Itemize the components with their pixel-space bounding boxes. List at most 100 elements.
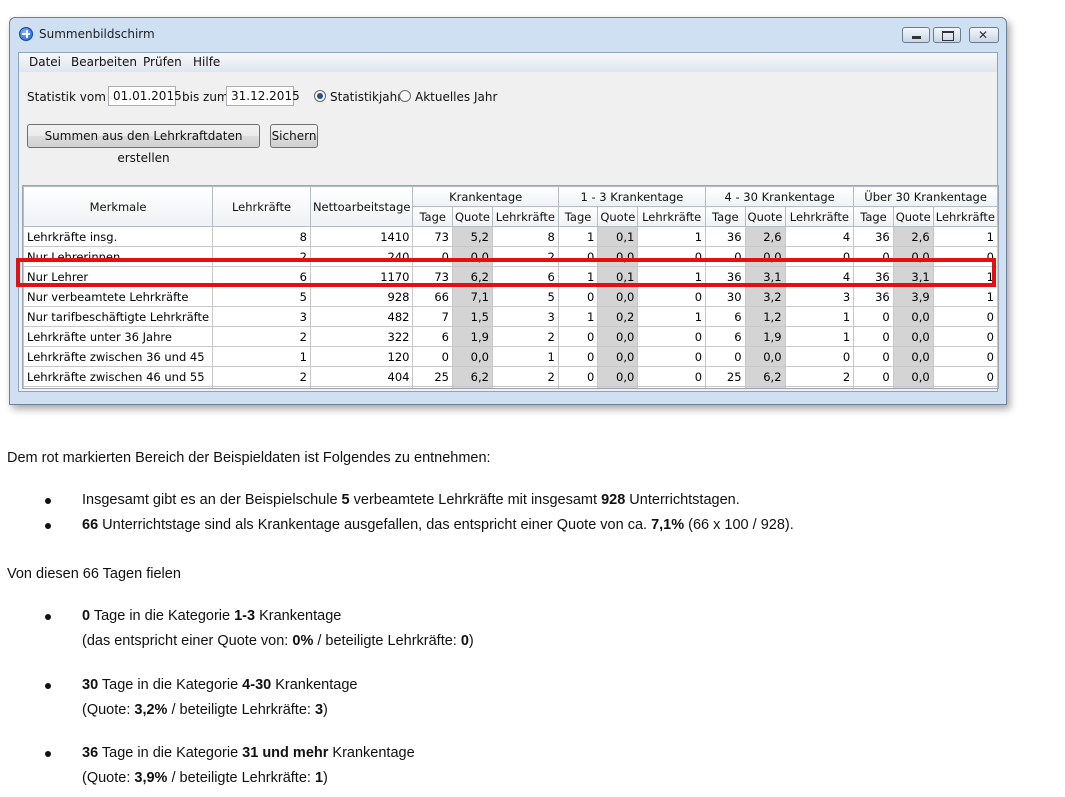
cell-lehrkraefte[interactable]: 3 [212,386,311,388]
cell-tage[interactable]: 36 [853,226,894,247]
cell-lehrkraefte-count[interactable]: 1 [784,306,855,327]
cell-lehrkraefte-count[interactable]: 4 [784,226,855,247]
cell-tage[interactable]: 6 [705,326,746,347]
cell-lehrkraefte-count[interactable]: 1 [932,386,998,388]
cell-quote[interactable]: 0,0 [892,366,934,387]
cell-tage[interactable]: 0 [853,246,894,267]
subheader-lehrkraefte[interactable]: Lehrkräfte [637,206,707,227]
cell-lehrkraefte-count[interactable]: 5 [491,286,559,307]
cell-quote[interactable]: 0,0 [597,286,639,307]
table-row[interactable]: Nur Lehrerinnen 2 240 0 0,0 2 0 0,0 0 0 0,0 0 0 0,0 0 [23,246,998,267]
cell-merkmal[interactable]: Lehrkräfte zwischen 46 und 55 [23,366,214,387]
cell-lehrkraefte-count[interactable]: 0 [637,346,707,367]
cell-lehrkraefte-count[interactable]: 1 [637,226,707,247]
cell-tage[interactable]: 0 [853,326,894,347]
cell-tage[interactable]: 6 [412,326,453,347]
cell-lehrkraefte-count[interactable]: 2 [491,326,559,347]
cell-lehrkraefte-count[interactable]: 0 [932,246,998,267]
cell-nettoarbeitstage[interactable]: 120 [309,346,414,367]
radio-statistikjahr-label[interactable]: Statistikjahr [330,90,403,104]
cell-lehrkraefte-count[interactable]: 8 [491,226,559,247]
cell-quote[interactable]: 2,6 [892,226,934,247]
cell-lehrkraefte-count[interactable]: 0 [932,366,998,387]
subheader-tage[interactable]: Tage [853,206,894,227]
cell-merkmal[interactable]: Lehrkräfte über 55 Jahre [23,386,214,388]
cell-tage[interactable]: 36 [705,226,746,247]
cell-quote[interactable]: 0,0 [451,346,493,367]
cell-nettoarbeitstage[interactable]: 928 [309,286,414,307]
cell-nettoarbeitstage[interactable]: 564 [309,386,414,388]
menu-hilfe[interactable]: Hilfe [193,55,221,69]
cell-lehrkraefte-count[interactable]: 1 [637,266,707,287]
menu-bearbeiten[interactable]: Bearbeiten [71,55,137,69]
cell-quote[interactable]: 0,0 [597,246,639,267]
cell-quote[interactable]: 0,2 [597,386,639,388]
cell-tage[interactable]: 0 [705,346,746,367]
table-row[interactable]: Lehrkräfte unter 36 Jahre 2 322 6 1,9 2 0 0,0 0 6… [23,326,998,347]
cell-tage[interactable]: 7 [412,306,453,327]
cell-quote[interactable]: 0,9 [744,386,786,388]
minimize-button[interactable] [902,27,930,43]
subheader-quote[interactable]: Quote [451,206,493,227]
cell-quote[interactable]: 0,0 [597,346,639,367]
header-nettoarbeitstage[interactable]: Nettoarbeitstage [309,186,414,227]
subheader-quote[interactable]: Quote [892,206,934,227]
cell-tage[interactable]: 30 [705,286,746,307]
cell-tage[interactable]: 42 [412,386,453,388]
cell-quote[interactable]: 1,9 [451,326,493,347]
cell-tage[interactable]: 6 [705,306,746,327]
cell-lehrkraefte[interactable]: 2 [212,366,311,387]
cell-tage[interactable]: 1 [557,386,599,388]
cell-merkmal[interactable]: Nur Lehrer [23,266,214,287]
cell-lehrkraefte-count[interactable]: 1 [932,286,998,307]
cell-quote[interactable]: 0,2 [597,306,639,327]
table-row[interactable]: Nur verbeamtete Lehrkräfte 5 928 66 7,1 5 0 0,0… [23,286,998,307]
cell-merkmal[interactable]: Lehrkräfte zwischen 36 und 45 [23,346,214,367]
cell-quote[interactable]: 2,6 [744,226,786,247]
cell-quote[interactable]: 0,1 [597,266,639,287]
cell-lehrkraefte-count[interactable]: 0 [932,326,998,347]
cell-lehrkraefte-count[interactable]: 0 [932,306,998,327]
cell-quote[interactable]: 0,0 [892,306,934,327]
cell-quote[interactable]: 0,0 [597,326,639,347]
cell-lehrkraefte-count[interactable]: 0 [637,366,707,387]
cell-lehrkraefte-count[interactable]: 4 [784,266,855,287]
cell-tage[interactable]: 36 [705,266,746,287]
subheader-lehrkraefte[interactable]: Lehrkräfte [784,206,855,227]
cell-lehrkraefte-count[interactable]: 1 [637,306,707,327]
cell-merkmal[interactable]: Lehrkräfte insg. [23,226,214,247]
cell-quote[interactable]: 0,1 [597,226,639,247]
cell-tage[interactable]: 0 [853,346,894,367]
cell-quote[interactable]: 6,2 [451,266,493,287]
cell-tage[interactable]: 36 [853,286,894,307]
cell-nettoarbeitstage[interactable]: 1170 [309,266,414,287]
cell-tage[interactable]: 0 [557,366,599,387]
cell-lehrkraefte-count[interactable]: 0 [784,346,855,367]
cell-quote[interactable]: 1,2 [744,306,786,327]
to-date-input[interactable]: 31.12.2015 [226,86,300,106]
cell-lehrkraefte-count[interactable]: 1 [491,346,559,367]
cell-quote[interactable]: 0,0 [892,326,934,347]
cell-quote[interactable]: 3,1 [744,266,786,287]
cell-lehrkraefte-count[interactable]: 0 [637,286,707,307]
cell-lehrkraefte-count[interactable]: 1 [932,266,998,287]
cell-lehrkraefte[interactable]: 2 [212,246,311,267]
cell-lehrkraefte[interactable]: 1 [212,346,311,367]
cell-quote[interactable]: 6,2 [744,366,786,387]
cell-lehrkraefte-count[interactable]: 1 [784,326,855,347]
cell-tage[interactable]: 25 [412,366,453,387]
cell-quote[interactable]: 0,0 [744,346,786,367]
cell-nettoarbeitstage[interactable]: 404 [309,366,414,387]
cell-quote[interactable]: 0,0 [451,246,493,267]
cell-quote[interactable]: 7,4 [451,386,493,388]
cell-lehrkraefte-count[interactable]: 1 [932,226,998,247]
title-bar[interactable]: Summenbildschirm ✕ [10,18,1006,52]
header-lehrkraefte[interactable]: Lehrkräfte [212,186,311,227]
cell-nettoarbeitstage[interactable]: 1410 [309,226,414,247]
cell-lehrkraefte-count[interactable]: 1 [784,386,855,388]
cell-lehrkraefte-count[interactable]: 2 [491,246,559,267]
cell-tage[interactable]: 0 [557,286,599,307]
subheader-tage[interactable]: Tage [412,206,453,227]
cell-quote[interactable]: 7,1 [451,286,493,307]
cell-quote[interactable]: 1,5 [451,306,493,327]
